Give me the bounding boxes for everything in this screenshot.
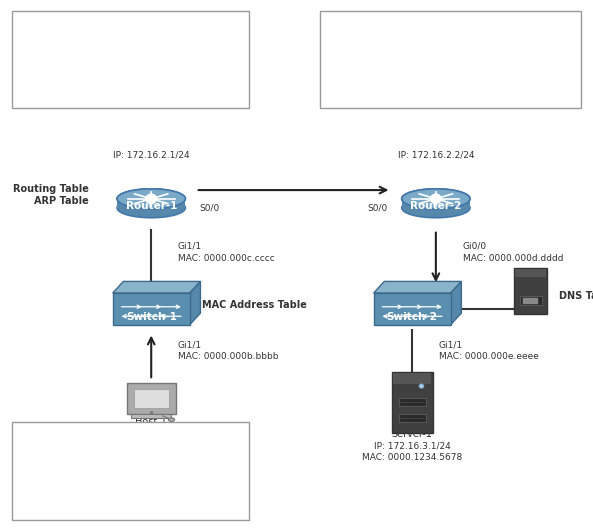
Text: 0000.1234.5678: 0000.1234.5678 [394, 45, 472, 54]
Text: Source IP Address:: Source IP Address: [19, 478, 123, 487]
Text: Host-1: Host-1 [135, 417, 167, 427]
Text: Switch-1: Switch-1 [126, 312, 177, 322]
Text: S0/0: S0/0 [367, 203, 387, 212]
Text: MAC: 0000.000c.cccc: MAC: 0000.000c.cccc [178, 254, 275, 263]
Polygon shape [190, 281, 200, 325]
Text: 172.16.1.1: 172.16.1.1 [378, 67, 429, 76]
Text: Router-2: Router-2 [410, 201, 461, 211]
Text: Destination IP Address:: Destination IP Address: [19, 88, 148, 97]
Text: MAC: 0000.1234.5678: MAC: 0000.1234.5678 [362, 453, 463, 462]
FancyBboxPatch shape [374, 293, 451, 325]
Text: 0000.000c.cccc: 0000.000c.cccc [85, 457, 160, 466]
Text: MAC: 0000.000a.aaaa: MAC: 0000.000a.aaaa [101, 441, 201, 450]
Text: 0000.000a.aaaa: 0000.000a.aaaa [72, 436, 149, 445]
Circle shape [146, 194, 157, 204]
Polygon shape [117, 199, 186, 208]
Text: Gi1/1: Gi1/1 [439, 341, 463, 350]
FancyBboxPatch shape [520, 296, 541, 305]
Text: 172.16.3.1: 172.16.3.1 [83, 88, 134, 97]
Text: MAC: 0000.000e.eeee: MAC: 0000.000e.eeee [439, 352, 538, 361]
Text: S0/0: S0/0 [200, 203, 220, 212]
Polygon shape [113, 281, 200, 293]
Text: IP: 172.16.3.1/24: IP: 172.16.3.1/24 [374, 441, 451, 450]
FancyBboxPatch shape [132, 413, 171, 418]
Text: Server-1: Server-1 [392, 429, 432, 439]
FancyBboxPatch shape [391, 372, 432, 432]
Ellipse shape [117, 189, 186, 209]
Ellipse shape [117, 198, 186, 218]
Text: Destination MAC Address:: Destination MAC Address: [19, 45, 162, 54]
Text: Switch-2: Switch-2 [387, 312, 438, 322]
Text: Routing Table: Routing Table [13, 184, 89, 194]
Text: Source MAC Address:: Source MAC Address: [327, 24, 445, 33]
FancyBboxPatch shape [320, 11, 581, 108]
FancyBboxPatch shape [393, 373, 431, 384]
Text: Source MAC Address:: Source MAC Address: [19, 436, 136, 445]
Text: Destination MAC Address:: Destination MAC Address: [327, 45, 470, 54]
Ellipse shape [401, 198, 470, 218]
Text: 172.16.1.1: 172.16.1.1 [69, 478, 121, 487]
Text: Destination MAC Address:: Destination MAC Address: [19, 457, 162, 466]
Text: IP: 172.16.1.1/24: IP: 172.16.1.1/24 [113, 429, 190, 438]
Text: Destination IP Address:: Destination IP Address: [327, 88, 457, 97]
Polygon shape [401, 199, 470, 208]
FancyBboxPatch shape [12, 11, 249, 108]
Polygon shape [374, 281, 461, 293]
Text: Source IP Address:: Source IP Address: [327, 67, 431, 76]
Circle shape [419, 384, 424, 388]
FancyBboxPatch shape [515, 269, 546, 277]
Text: Gi1/1: Gi1/1 [178, 241, 202, 250]
Ellipse shape [401, 189, 470, 209]
Text: Source IP Address:: Source IP Address: [19, 67, 123, 76]
FancyBboxPatch shape [133, 389, 169, 408]
Text: DNS Table: DNS Table [559, 291, 593, 300]
Text: Destination IP Address:: Destination IP Address: [19, 499, 148, 508]
FancyBboxPatch shape [127, 383, 176, 414]
Text: Router-1: Router-1 [126, 201, 177, 211]
Ellipse shape [168, 418, 175, 421]
Ellipse shape [401, 189, 470, 209]
Text: MAC Address Table: MAC Address Table [202, 300, 307, 309]
Text: 172.16.3.1: 172.16.3.1 [391, 88, 442, 97]
Text: 0000.000d.dddd: 0000.000d.dddd [381, 24, 459, 33]
Polygon shape [451, 281, 461, 325]
Text: 0000.000c.cccc: 0000.000c.cccc [72, 24, 146, 33]
FancyBboxPatch shape [12, 422, 249, 520]
Circle shape [431, 194, 441, 204]
Text: IP: 172.16.2.2/24: IP: 172.16.2.2/24 [397, 151, 474, 160]
Text: 172.16.3.1: 172.16.3.1 [83, 499, 134, 508]
FancyBboxPatch shape [398, 398, 426, 406]
Text: MAC: 0000.000b.bbbb: MAC: 0000.000b.bbbb [178, 352, 278, 361]
Text: Gi0/0: Gi0/0 [463, 241, 487, 250]
FancyBboxPatch shape [398, 414, 426, 422]
FancyBboxPatch shape [523, 298, 538, 304]
Text: Gi1/1: Gi1/1 [178, 341, 202, 350]
FancyBboxPatch shape [113, 293, 190, 325]
Text: 172.16.1.1: 172.16.1.1 [69, 67, 121, 76]
Text: Source MAC Address:: Source MAC Address: [19, 24, 136, 33]
Text: IP: 172.16.2.1/24: IP: 172.16.2.1/24 [113, 151, 190, 160]
Text: ARP Table: ARP Table [34, 196, 89, 206]
FancyBboxPatch shape [514, 268, 547, 314]
Ellipse shape [117, 189, 186, 209]
Text: MAC: 0000.000d.dddd: MAC: 0000.000d.dddd [463, 254, 563, 263]
Text: 0000.000d.dddd: 0000.000d.dddd [85, 45, 164, 54]
